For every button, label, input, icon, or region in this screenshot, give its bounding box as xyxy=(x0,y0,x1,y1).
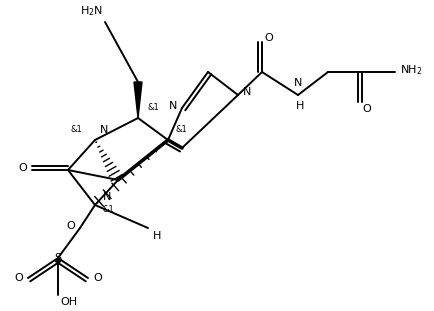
Text: N: N xyxy=(293,78,302,88)
Text: &1: &1 xyxy=(176,126,187,134)
Text: OH: OH xyxy=(60,297,77,307)
Text: N: N xyxy=(100,125,108,135)
Text: O: O xyxy=(66,221,75,231)
Text: O: O xyxy=(93,273,102,283)
Text: H: H xyxy=(295,101,303,111)
Text: &1: &1 xyxy=(103,206,115,215)
Text: O: O xyxy=(263,33,272,43)
Text: H$_2$N: H$_2$N xyxy=(80,4,103,18)
Text: S: S xyxy=(54,253,62,263)
Text: NH$_2$: NH$_2$ xyxy=(399,63,421,77)
Text: &1: &1 xyxy=(70,126,82,134)
Polygon shape xyxy=(134,82,141,118)
Text: N: N xyxy=(103,192,111,202)
Text: N: N xyxy=(243,87,251,97)
Text: O: O xyxy=(361,104,370,114)
Text: O: O xyxy=(18,163,27,173)
Text: N: N xyxy=(168,101,177,111)
Text: H: H xyxy=(153,231,161,241)
Text: O: O xyxy=(14,273,23,283)
Text: &1: &1 xyxy=(148,104,159,113)
